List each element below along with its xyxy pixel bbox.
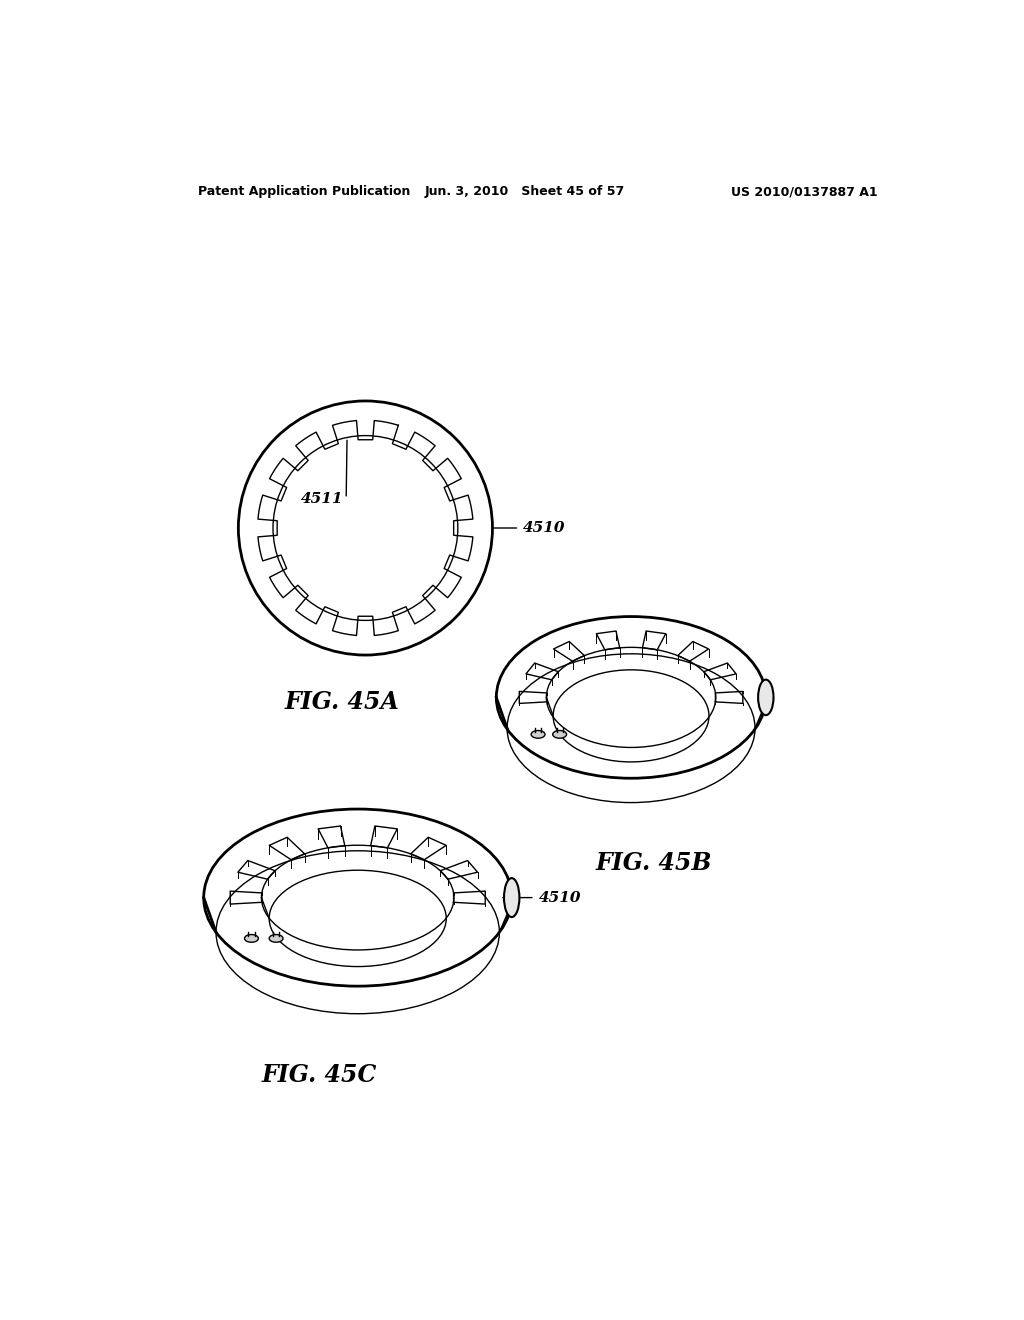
Text: Patent Application Publication: Patent Application Publication (199, 185, 411, 198)
Text: Jun. 3, 2010   Sheet 45 of 57: Jun. 3, 2010 Sheet 45 of 57 (425, 185, 625, 198)
Ellipse shape (758, 680, 773, 715)
Text: FIG. 45A: FIG. 45A (285, 689, 399, 714)
Ellipse shape (269, 935, 283, 942)
Text: FIG. 45C: FIG. 45C (261, 1063, 377, 1088)
Ellipse shape (245, 935, 258, 942)
Text: FIG. 45B: FIG. 45B (596, 851, 713, 875)
Text: 4510: 4510 (523, 521, 565, 535)
Ellipse shape (553, 730, 566, 738)
Text: US 2010/0137887 A1: US 2010/0137887 A1 (731, 185, 878, 198)
Text: 4511: 4511 (301, 492, 344, 506)
Ellipse shape (531, 730, 545, 738)
Text: 4510: 4510 (539, 891, 582, 904)
Ellipse shape (504, 878, 519, 917)
